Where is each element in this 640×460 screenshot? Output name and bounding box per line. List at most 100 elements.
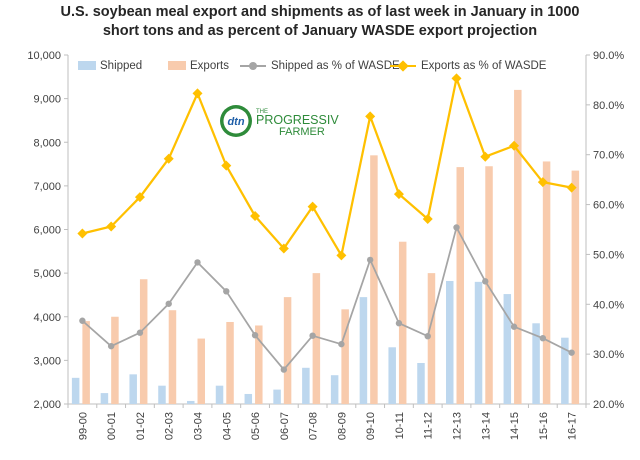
point-exports-as-of-wasde bbox=[537, 177, 548, 188]
x-tick-label: 10-11 bbox=[394, 412, 406, 439]
point-shipped-as-of-wasde bbox=[338, 340, 345, 348]
bar-exports bbox=[571, 170, 580, 404]
y-left-tick-label: 5,000 bbox=[33, 268, 61, 280]
y-right-tick-label: 90.0% bbox=[593, 50, 624, 62]
bar-exports bbox=[226, 321, 234, 404]
point-exports-as-of-wasde bbox=[192, 88, 203, 99]
x-tick-label: 16-17 bbox=[567, 412, 579, 440]
x-tick-label: 13-14 bbox=[480, 412, 492, 440]
bar-shipped bbox=[446, 280, 454, 404]
point-exports-as-of-wasde bbox=[134, 192, 145, 203]
bar-exports bbox=[485, 166, 493, 404]
point-exports-as-of-wasde bbox=[451, 73, 462, 84]
svg-text:THE: THE bbox=[256, 109, 268, 115]
svg-text:dtn: dtn bbox=[227, 116, 244, 128]
point-shipped-as-of-wasde bbox=[539, 334, 547, 342]
bar-shipped bbox=[244, 393, 253, 404]
bar-exports bbox=[370, 155, 378, 404]
point-exports-as-of-wasde bbox=[509, 140, 520, 151]
x-tick-label: 15-16 bbox=[538, 412, 550, 440]
point-exports-as-of-wasde bbox=[250, 211, 261, 222]
point-exports-as-of-wasde bbox=[566, 182, 577, 193]
bar-shipped bbox=[503, 294, 512, 404]
bar-shipped bbox=[561, 337, 569, 404]
bar-exports bbox=[312, 273, 321, 404]
bar-exports bbox=[82, 321, 90, 404]
y-right-tick-label: 60.0% bbox=[593, 200, 624, 212]
x-tick-label: 07-08 bbox=[308, 412, 320, 440]
bar-exports bbox=[456, 167, 464, 404]
bar-shipped bbox=[302, 367, 310, 404]
point-shipped-as-of-wasde bbox=[568, 349, 575, 356]
y-left-tick-label: 6,000 bbox=[33, 225, 61, 237]
point-exports-as-of-wasde bbox=[163, 153, 174, 164]
bar-exports bbox=[197, 338, 205, 404]
legend-label-shipped-pct: Shipped as % of WASDE bbox=[271, 60, 400, 72]
y-right-tick-label: 40.0% bbox=[593, 299, 624, 311]
x-tick-label: 12-13 bbox=[452, 412, 464, 440]
bar-shipped bbox=[532, 323, 540, 404]
line-exports-as-of-wasde bbox=[82, 74, 572, 259]
bar-shipped bbox=[129, 374, 137, 404]
point-shipped-as-of-wasde bbox=[482, 278, 489, 285]
point-shipped-as-of-wasde bbox=[453, 224, 460, 231]
y-right-tick-label: 50.0% bbox=[593, 249, 624, 261]
x-tick-label: 00-01 bbox=[106, 412, 118, 440]
legend-swatch-exports bbox=[168, 61, 186, 70]
y-left-tick-label: 10,000 bbox=[27, 50, 61, 62]
point-shipped-as-of-wasde bbox=[223, 288, 230, 295]
line-shipped-as-of-wasde bbox=[81, 225, 573, 371]
legend-label-exports-pct: Exports as % of WASDE bbox=[421, 60, 547, 72]
point-shipped-as-of-wasde bbox=[309, 332, 316, 339]
progressive-farmer-logo: dtn THE PROGRESSIVE FARMER bbox=[220, 105, 339, 138]
legend-marker-shipped-pct bbox=[249, 62, 257, 70]
y-right-tick-label: 80.0% bbox=[593, 100, 624, 112]
x-tick-label: 99-00 bbox=[77, 412, 89, 440]
bar-exports bbox=[542, 161, 551, 404]
bar-exports bbox=[427, 273, 436, 404]
svg-text:FARMER: FARMER bbox=[279, 126, 325, 138]
point-shipped-as-of-wasde bbox=[165, 300, 172, 307]
point-exports-as-of-wasde bbox=[307, 201, 318, 212]
y-left-tick-label: 2,000 bbox=[33, 399, 61, 411]
bar-shipped bbox=[215, 385, 224, 404]
x-tick-label: 14-15 bbox=[509, 412, 521, 440]
y-left-tick-label: 8,000 bbox=[33, 137, 61, 149]
point-shipped-as-of-wasde bbox=[136, 329, 144, 336]
bar-exports bbox=[255, 325, 263, 404]
chart-title-line-1: U.S. soybean meal export and shipments a… bbox=[60, 4, 580, 20]
y-left-tick-label: 7,000 bbox=[33, 181, 61, 193]
bar-exports bbox=[139, 279, 148, 404]
point-exports-as-of-wasde bbox=[393, 189, 404, 200]
point-exports-as-of-wasde bbox=[480, 151, 491, 162]
y-right-tick-label: 70.0% bbox=[593, 150, 624, 162]
x-tick-label: 05-06 bbox=[250, 412, 262, 440]
point-shipped-as-of-wasde bbox=[366, 256, 374, 264]
bar-exports bbox=[398, 241, 407, 404]
y-left-tick-label: 4,000 bbox=[33, 312, 61, 324]
bar-shipped bbox=[273, 389, 281, 404]
x-tick-label: 04-05 bbox=[221, 412, 233, 440]
point-exports-as-of-wasde bbox=[278, 243, 289, 254]
point-shipped-as-of-wasde bbox=[251, 331, 259, 339]
point-shipped-as-of-wasde bbox=[79, 317, 86, 324]
x-tick-label: 11-12 bbox=[423, 412, 435, 439]
point-exports-as-of-wasde bbox=[365, 111, 376, 122]
x-tick-label: 08-09 bbox=[336, 412, 348, 440]
point-exports-as-of-wasde bbox=[422, 214, 433, 225]
bar-exports bbox=[111, 316, 119, 404]
point-shipped-as-of-wasde bbox=[107, 342, 115, 350]
bar-exports bbox=[168, 310, 177, 404]
bar-exports bbox=[514, 89, 522, 405]
x-tick-label: 09-10 bbox=[365, 412, 377, 440]
bar-shipped bbox=[417, 362, 425, 404]
bar-shipped bbox=[187, 400, 195, 404]
bar-shipped bbox=[158, 385, 166, 404]
bar-shipped bbox=[474, 281, 483, 404]
point-shipped-as-of-wasde bbox=[510, 323, 518, 330]
bar-exports bbox=[283, 297, 292, 404]
legend-label-shipped: Shipped bbox=[100, 60, 143, 72]
bar-shipped bbox=[330, 375, 339, 404]
